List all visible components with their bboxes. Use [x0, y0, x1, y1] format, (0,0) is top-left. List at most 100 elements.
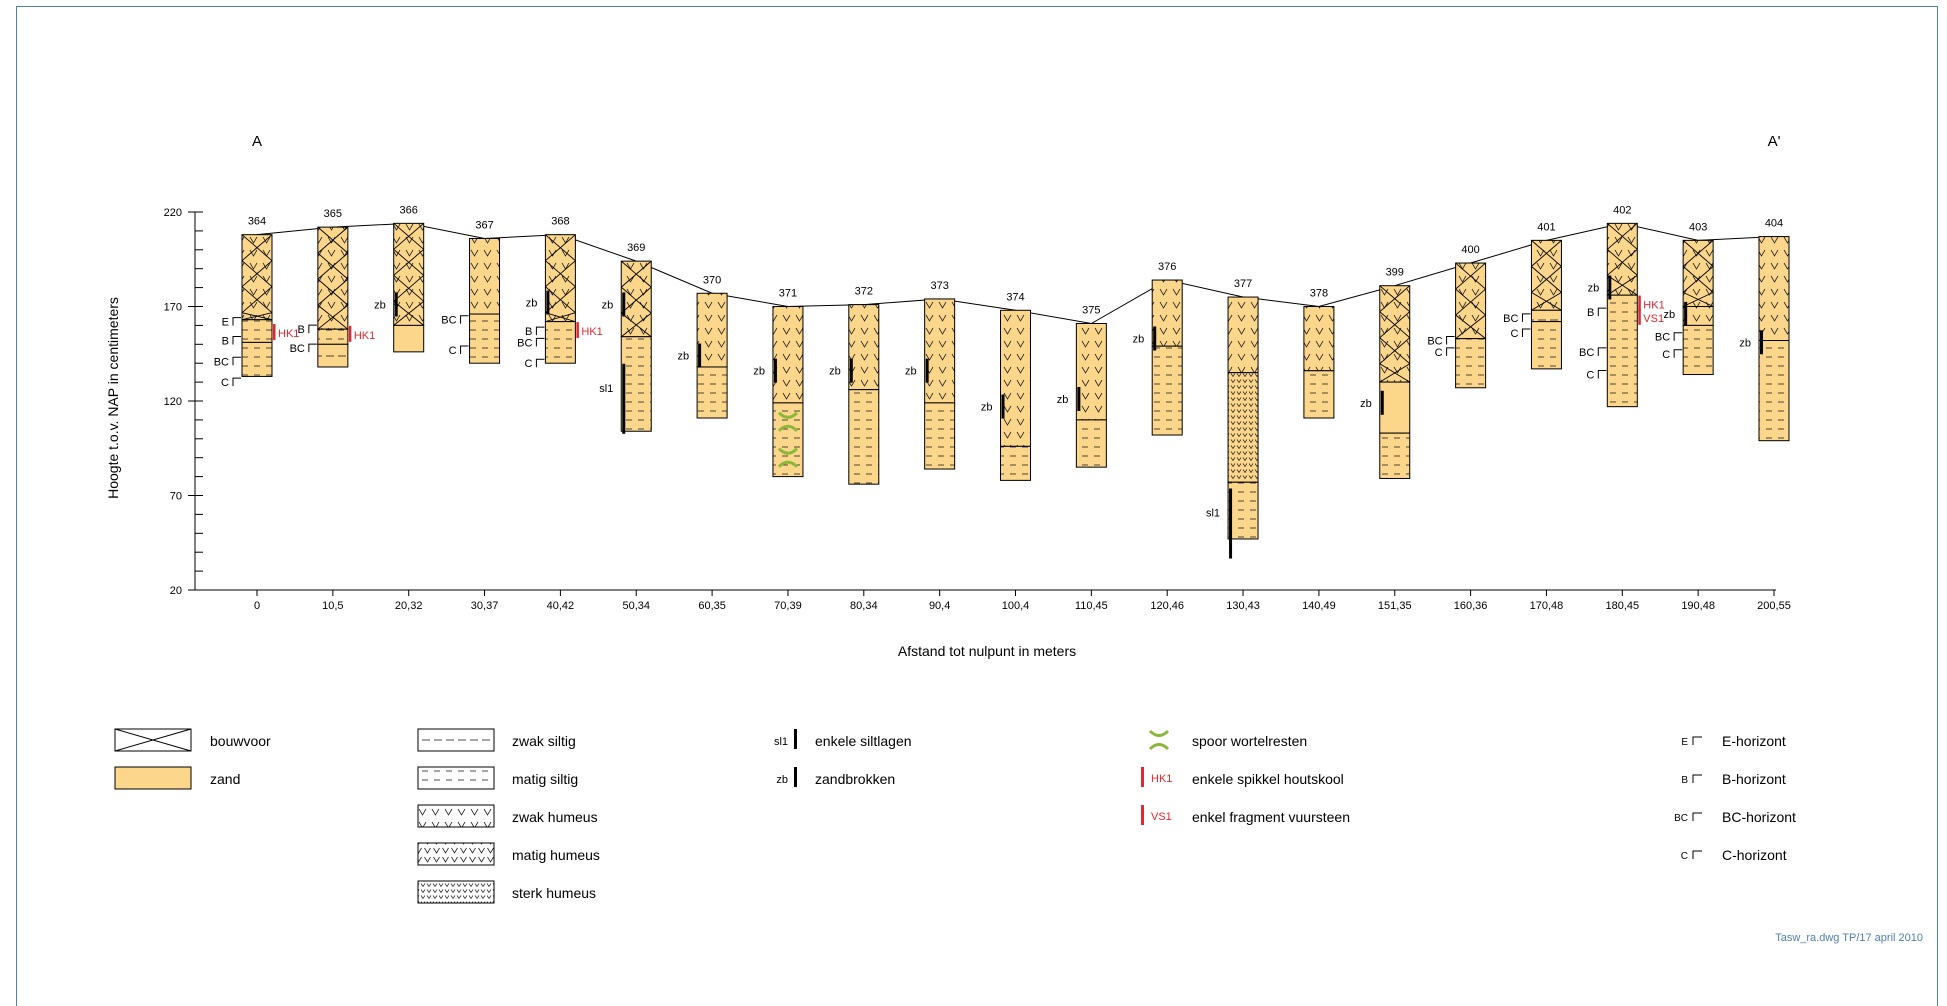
legend-label-bc-horizont: BC-horizont — [1722, 809, 1796, 825]
zandbrok-label: zb — [981, 402, 993, 414]
borehole-377: 377 sl1 — [1206, 278, 1259, 559]
borehole-372: 372 zb — [829, 286, 880, 485]
legend-label-wortelresten: spoor wortelresten — [1192, 733, 1307, 749]
bouwvoor-hatch — [393, 222, 424, 250]
borehole-366: 366 zb — [374, 204, 425, 353]
houtskool-label: HK1 — [354, 330, 375, 342]
bouwvoor-hatch — [317, 278, 349, 306]
borehole-378: 378 — [1303, 288, 1335, 419]
bouwvoor-hatch — [1607, 274, 1638, 296]
unit-zwak_humeus — [1075, 323, 1107, 421]
borehole-id: 375 — [1082, 305, 1100, 317]
legend-code-b: B — [1681, 775, 1688, 786]
borehole-id: 367 — [475, 219, 493, 231]
unit-zwak_humeus — [696, 292, 728, 368]
root-remains-icon — [1148, 729, 1170, 751]
legend-label-vuursteen: enkel fragment vuursteen — [1192, 809, 1350, 825]
zandbrok-marker — [546, 290, 550, 315]
borehole-id: 374 — [1006, 291, 1024, 303]
unit-bouwvoor — [1530, 239, 1562, 311]
unit-matig_siltig — [1151, 345, 1183, 436]
legend-swatch-zwak-siltig — [417, 728, 495, 752]
x-tick-label: 60,35 — [698, 600, 726, 612]
horizon-arrow-icon — [1446, 347, 1455, 356]
unit-zwak_humeus — [1303, 306, 1335, 372]
borehole-id: 366 — [400, 204, 418, 216]
unit-zand — [1379, 381, 1411, 434]
borehole-365: 365 B BC HK1 — [290, 208, 375, 368]
siltlaag-marker — [622, 363, 626, 434]
zandbrok-marker — [1608, 275, 1612, 300]
legend-swatch-zwak-humeus — [417, 804, 495, 828]
borehole-id: 373 — [930, 280, 948, 292]
horizon-arrow-icon — [1597, 307, 1607, 317]
legend-item-bouwvoor: bouwvoor — [114, 728, 271, 752]
unit-matig_siltig — [241, 341, 273, 377]
horizon-label: BC — [1427, 336, 1442, 348]
bouwvoor-hatch — [393, 300, 424, 326]
legend-hk-symbol — [1141, 767, 1144, 787]
unit-zwak_siltig — [1530, 309, 1562, 323]
zandbrok-label: zb — [1057, 394, 1069, 406]
horizon-arrow-icon — [535, 337, 545, 347]
siltlaag-marker — [1229, 488, 1233, 559]
vuursteen-marker — [1638, 308, 1641, 325]
section-labels: A A' — [252, 133, 1781, 150]
horizon-arrow-icon — [1446, 336, 1455, 345]
unit-bouwvoor — [317, 226, 349, 330]
legend-item-wortelresten: spoor wortelresten — [1148, 729, 1307, 751]
houtskool-marker — [348, 325, 352, 342]
legend-code-e: E — [1681, 737, 1688, 748]
horizon-arrow-icon — [460, 315, 469, 324]
horizon-arrow-icon — [1597, 347, 1607, 356]
x-axis-title: Afstand tot nulpunt in meters — [898, 643, 1076, 659]
horizon-arrow-icon — [535, 358, 545, 368]
horizon-label: C — [1510, 328, 1518, 340]
legend-code-zb: zb — [776, 774, 788, 786]
legend-label-c-horizont: C-horizont — [1722, 847, 1787, 863]
horizon-label: BC — [441, 315, 456, 327]
y-tick-label: 220 — [164, 207, 182, 219]
x-tick-label: 180,45 — [1605, 600, 1639, 612]
borehole-399: 399 zb — [1360, 267, 1411, 479]
zandbrok-label: zb — [526, 298, 538, 310]
unit-zwak_siltig — [317, 343, 349, 368]
borehole-373: 373 zb — [905, 280, 956, 470]
borehole-id: 401 — [1537, 221, 1555, 233]
horizon-arrow-icon — [232, 356, 241, 366]
horizon-arrow-icon — [308, 324, 317, 334]
borehole-401: 401 BC C — [1503, 221, 1562, 370]
x-tick-label: 70,39 — [774, 600, 802, 612]
borehole-id: 365 — [324, 208, 342, 220]
unit-matig_siltig — [1227, 481, 1259, 540]
x-tick-label: 80,34 — [850, 600, 878, 612]
x-tick-label: 20,32 — [395, 600, 423, 612]
bouwvoor-hatch — [1455, 288, 1486, 316]
unit-matig_siltig — [772, 402, 804, 478]
x-tick-label: 130,43 — [1226, 600, 1260, 612]
y-tick-label: 20 — [170, 585, 182, 597]
unit-matig_siltig — [1000, 445, 1031, 481]
y-axis-title: Hoogte t.o.v. NAP in centimeters — [105, 297, 121, 499]
unit-matig_siltig — [1075, 419, 1107, 468]
legend-zandbrok-symbol — [794, 767, 797, 787]
borehole-id: 377 — [1234, 278, 1252, 290]
zandbrok-marker — [698, 343, 702, 368]
unit-zwak_humeus — [924, 298, 956, 404]
x-tick-label: 0 — [254, 600, 260, 612]
houtskool-marker — [273, 323, 276, 340]
bouwvoor-hatch — [1682, 240, 1714, 267]
x-tick-label: 160,36 — [1454, 600, 1488, 612]
borehole-id: 370 — [703, 274, 721, 286]
unit-matig_siltig — [696, 366, 728, 419]
legend-swatch-matig-siltig — [417, 766, 495, 790]
borehole-id: 399 — [1386, 267, 1404, 279]
unit-matig_siltig — [1379, 432, 1411, 479]
zandbrok-marker — [1001, 394, 1005, 419]
unit-bouwvoor — [544, 234, 576, 323]
zandbrok-marker — [622, 292, 626, 317]
unit-bouwvoor — [1682, 239, 1714, 308]
legend-label-houtskool: enkele spikkel houtskool — [1192, 771, 1344, 787]
zandbrok-marker — [1153, 326, 1157, 351]
